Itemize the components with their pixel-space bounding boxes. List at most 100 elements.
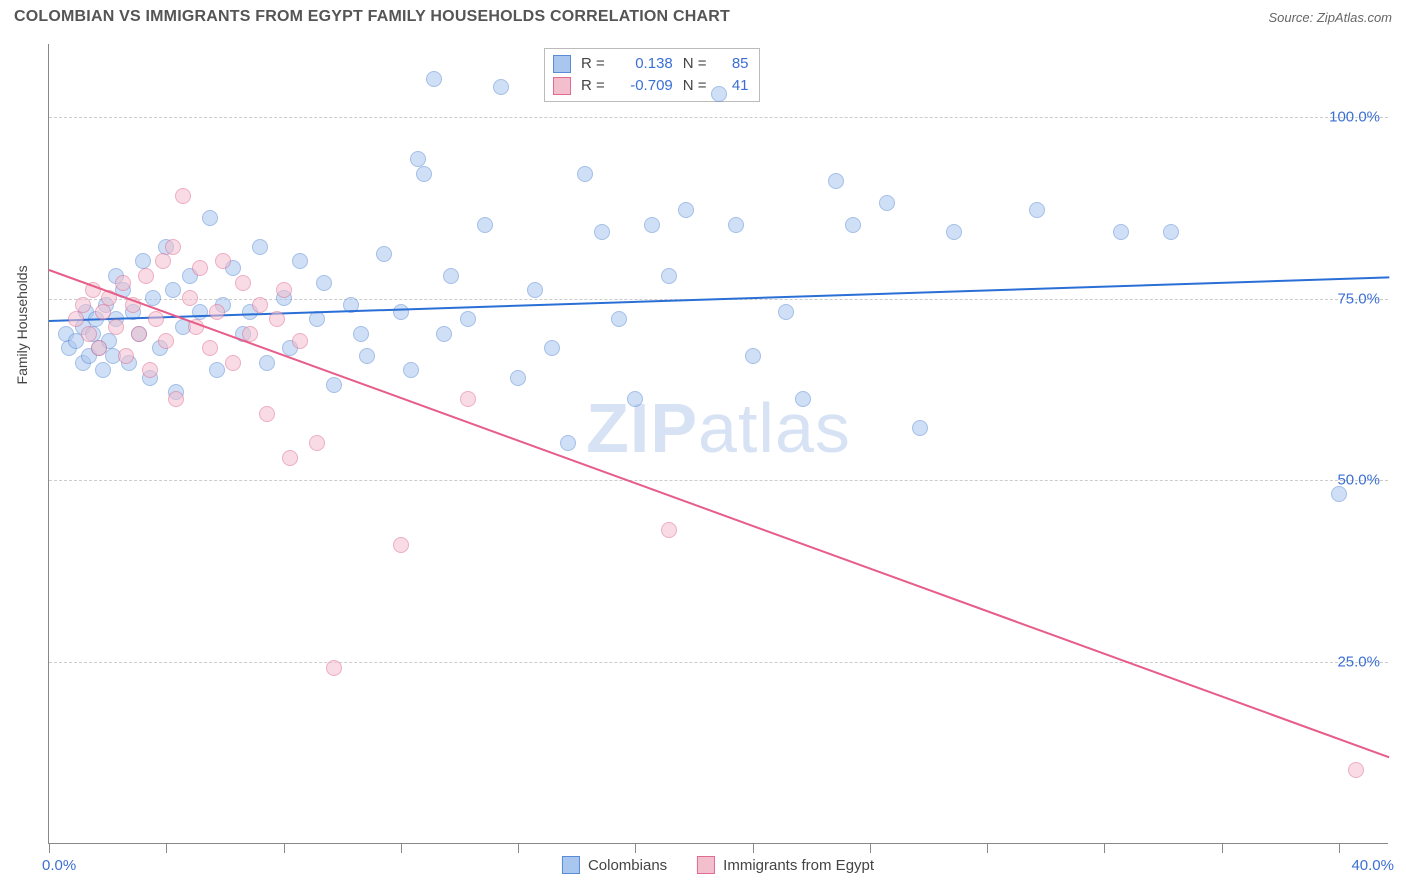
data-point <box>560 435 576 451</box>
x-tick <box>870 843 871 853</box>
r-value: -0.709 <box>615 75 673 97</box>
y-axis-label: Family Households <box>14 265 30 384</box>
data-point <box>426 71 442 87</box>
data-point <box>416 166 432 182</box>
legend-swatch <box>562 856 580 874</box>
data-point <box>115 275 131 291</box>
data-point <box>168 391 184 407</box>
data-point <box>225 355 241 371</box>
legend: Colombians Immigrants from Egypt <box>562 856 874 874</box>
data-point <box>436 326 452 342</box>
x-tick <box>635 843 636 853</box>
data-point <box>745 348 761 364</box>
data-point <box>912 420 928 436</box>
data-point <box>661 522 677 538</box>
data-point <box>135 253 151 269</box>
data-point <box>209 362 225 378</box>
data-point <box>155 253 171 269</box>
data-point <box>644 217 660 233</box>
x-tick <box>987 843 988 853</box>
data-point <box>192 304 208 320</box>
data-point <box>443 268 459 284</box>
data-point <box>202 210 218 226</box>
x-tick <box>1104 843 1105 853</box>
watermark: ZIPatlas <box>586 388 851 468</box>
data-point <box>678 202 694 218</box>
data-point <box>828 173 844 189</box>
data-point <box>393 304 409 320</box>
data-point <box>68 311 84 327</box>
data-point <box>1163 224 1179 240</box>
plot-area: ZIPatlas R =0.138N =85R =-0.709N =41 25.… <box>48 44 1388 844</box>
y-tick-label: 25.0% <box>1337 654 1380 671</box>
data-point <box>282 450 298 466</box>
data-point <box>81 326 97 342</box>
data-point <box>393 537 409 553</box>
gridline <box>49 662 1388 663</box>
data-point <box>711 86 727 102</box>
data-point <box>661 268 677 284</box>
data-point <box>946 224 962 240</box>
stats-row: R =0.138N =85 <box>553 53 749 75</box>
data-point <box>175 188 191 204</box>
data-point <box>131 326 147 342</box>
correlation-chart: ZIPatlas R =0.138N =85R =-0.709N =41 25.… <box>48 44 1388 844</box>
data-point <box>209 304 225 320</box>
data-point <box>353 326 369 342</box>
data-point <box>235 275 251 291</box>
legend-label: Colombians <box>588 857 667 874</box>
data-point <box>165 239 181 255</box>
data-point <box>544 340 560 356</box>
x-axis-min-label: 0.0% <box>42 857 76 874</box>
data-point <box>778 304 794 320</box>
data-point <box>118 348 134 364</box>
data-point <box>879 195 895 211</box>
trend-line <box>49 270 1390 759</box>
r-value: 0.138 <box>615 53 673 75</box>
data-point <box>192 260 208 276</box>
data-point <box>316 275 332 291</box>
data-point <box>510 370 526 386</box>
data-point <box>95 362 111 378</box>
data-point <box>477 217 493 233</box>
data-point <box>1331 486 1347 502</box>
legend-label: Immigrants from Egypt <box>723 857 874 874</box>
data-point <box>795 391 811 407</box>
data-point <box>493 79 509 95</box>
x-tick <box>753 843 754 853</box>
data-point <box>1348 762 1364 778</box>
x-tick <box>166 843 167 853</box>
stats-box: R =0.138N =85R =-0.709N =41 <box>544 48 760 102</box>
data-point <box>460 311 476 327</box>
r-label: R = <box>581 53 605 75</box>
data-point <box>91 340 107 356</box>
data-point <box>577 166 593 182</box>
data-point <box>845 217 861 233</box>
data-point <box>215 253 231 269</box>
y-tick-label: 100.0% <box>1329 108 1380 125</box>
n-label: N = <box>683 75 707 97</box>
data-point <box>359 348 375 364</box>
x-tick <box>1222 843 1223 853</box>
data-point <box>326 660 342 676</box>
legend-swatch <box>553 77 571 95</box>
data-point <box>108 319 124 335</box>
x-tick <box>49 843 50 853</box>
data-point <box>252 239 268 255</box>
page-title: COLOMBIAN VS IMMIGRANTS FROM EGYPT FAMIL… <box>14 8 730 26</box>
data-point <box>1029 202 1045 218</box>
data-point <box>276 282 292 298</box>
x-tick <box>284 843 285 853</box>
legend-swatch <box>697 856 715 874</box>
data-point <box>292 253 308 269</box>
x-tick <box>1339 843 1340 853</box>
x-tick <box>518 843 519 853</box>
legend-item: Immigrants from Egypt <box>697 856 874 874</box>
data-point <box>165 282 181 298</box>
data-point <box>259 355 275 371</box>
y-tick-label: 50.0% <box>1337 472 1380 489</box>
data-point <box>138 268 154 284</box>
legend-item: Colombians <box>562 856 667 874</box>
data-point <box>1113 224 1129 240</box>
data-point <box>292 333 308 349</box>
